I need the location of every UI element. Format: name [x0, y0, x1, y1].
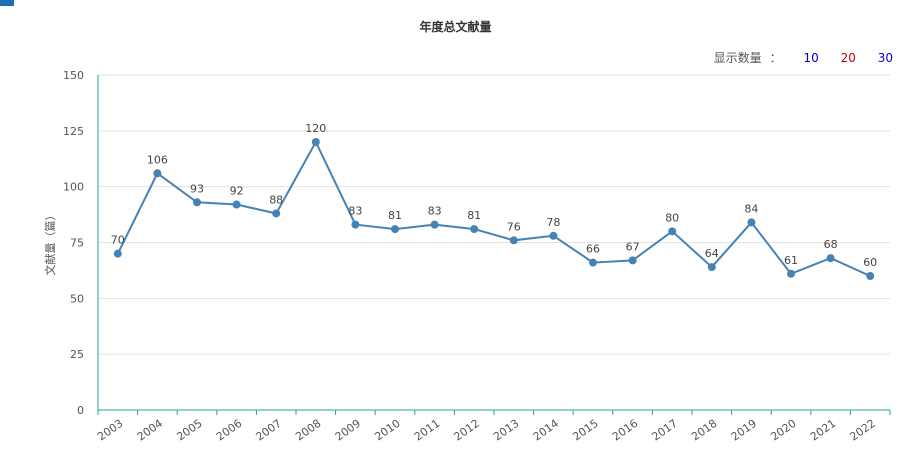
x-tick-label: 2011	[412, 417, 442, 444]
data-point[interactable]	[153, 169, 162, 178]
data-point[interactable]	[826, 254, 835, 263]
grid-lines	[98, 74, 890, 355]
x-tick-label: 2013	[491, 417, 521, 444]
data-label: 61	[784, 254, 798, 267]
data-point[interactable]	[747, 218, 756, 227]
data-point[interactable]	[549, 231, 558, 240]
x-tick-label: 2018	[689, 417, 719, 444]
y-tick-label: 50	[70, 292, 84, 305]
data-label: 80	[665, 211, 679, 224]
data-point[interactable]	[668, 227, 677, 236]
data-label: 83	[348, 205, 362, 218]
x-tick-label: 2017	[650, 417, 680, 444]
series-line	[116, 139, 871, 277]
data-point[interactable]	[311, 138, 320, 146]
data-points	[113, 138, 875, 280]
x-tick-label: 2020	[768, 417, 798, 444]
y-axis-ticks: 0 25 50 75 100 125 150	[63, 69, 84, 417]
data-point[interactable]	[707, 263, 716, 272]
x-tick-label: 2009	[333, 417, 363, 444]
show-count-separator: ：	[769, 51, 782, 65]
x-tick-label: 2015	[570, 417, 600, 444]
x-tick-label: 2003	[95, 417, 125, 444]
data-labels: 70 106 93 92 88 120 83 81 83 81 76 78 66 67 80 64 84 61 68…	[111, 122, 877, 269]
data-point[interactable]	[351, 220, 360, 229]
y-tick-label: 0	[77, 404, 84, 417]
show-count-option-20[interactable]: 20	[840, 51, 856, 65]
x-tick-label: 2014	[531, 417, 561, 444]
data-point[interactable]	[272, 209, 281, 218]
data-point[interactable]	[232, 200, 241, 209]
x-tick-label: 2012	[452, 417, 482, 444]
show-count-option-30[interactable]: 30	[877, 51, 893, 65]
data-point[interactable]	[193, 198, 201, 207]
data-point[interactable]	[430, 220, 439, 229]
data-label: 81	[467, 209, 481, 222]
y-tick-label: 25	[70, 348, 84, 361]
data-label: 93	[190, 182, 204, 195]
x-axis-ticks: 2003 2004 2005 2006 2007 2008 2009 2010 2011 2012…	[95, 410, 891, 444]
data-label: 68	[824, 238, 838, 251]
data-point[interactable]	[470, 225, 479, 234]
data-label: 78	[546, 216, 560, 229]
data-label: 67	[626, 240, 640, 253]
corner-accent-mark	[0, 0, 14, 6]
data-label: 66	[586, 243, 600, 256]
data-label: 81	[388, 209, 402, 222]
data-point[interactable]	[391, 225, 399, 234]
show-count-selector: 显示数量 ： 10 20 30	[714, 49, 893, 66]
data-label: 120	[305, 122, 326, 135]
x-tick-label: 2022	[848, 417, 878, 444]
y-tick-label: 125	[63, 125, 84, 138]
data-label: 60	[863, 256, 877, 269]
data-point[interactable]	[509, 236, 518, 245]
y-axis-label: 文献量（篇）	[43, 210, 57, 276]
y-tick-label: 150	[63, 69, 84, 82]
data-label: 106	[147, 153, 168, 166]
y-tick-label: 100	[63, 181, 84, 194]
x-tick-label: 2008	[293, 417, 323, 444]
data-point[interactable]	[113, 249, 122, 258]
x-tick-label: 2019	[729, 417, 759, 444]
data-point[interactable]	[787, 269, 795, 278]
data-label: 92	[230, 185, 244, 198]
x-tick-label: 2004	[135, 417, 165, 444]
data-point[interactable]	[628, 256, 637, 265]
data-point[interactable]	[589, 258, 597, 267]
x-tick-label: 2010	[372, 417, 402, 444]
show-count-option-10[interactable]: 10	[803, 51, 819, 65]
x-tick-label: 2021	[808, 417, 838, 444]
data-label: 76	[507, 220, 521, 233]
x-tick-label: 2007	[254, 417, 284, 444]
data-label: 64	[705, 247, 719, 260]
x-tick-label: 2006	[214, 417, 244, 444]
chart-title: 年度总文献量	[419, 20, 492, 34]
y-tick-label: 75	[70, 237, 84, 250]
show-count-label: 显示数量	[713, 51, 762, 65]
x-tick-label: 2005	[174, 417, 204, 444]
data-point[interactable]	[866, 272, 875, 280]
data-label: 88	[269, 193, 283, 206]
data-label: 70	[111, 234, 125, 247]
x-tick-label: 2016	[610, 417, 640, 444]
data-label: 83	[428, 205, 442, 218]
data-label: 84	[744, 202, 758, 215]
